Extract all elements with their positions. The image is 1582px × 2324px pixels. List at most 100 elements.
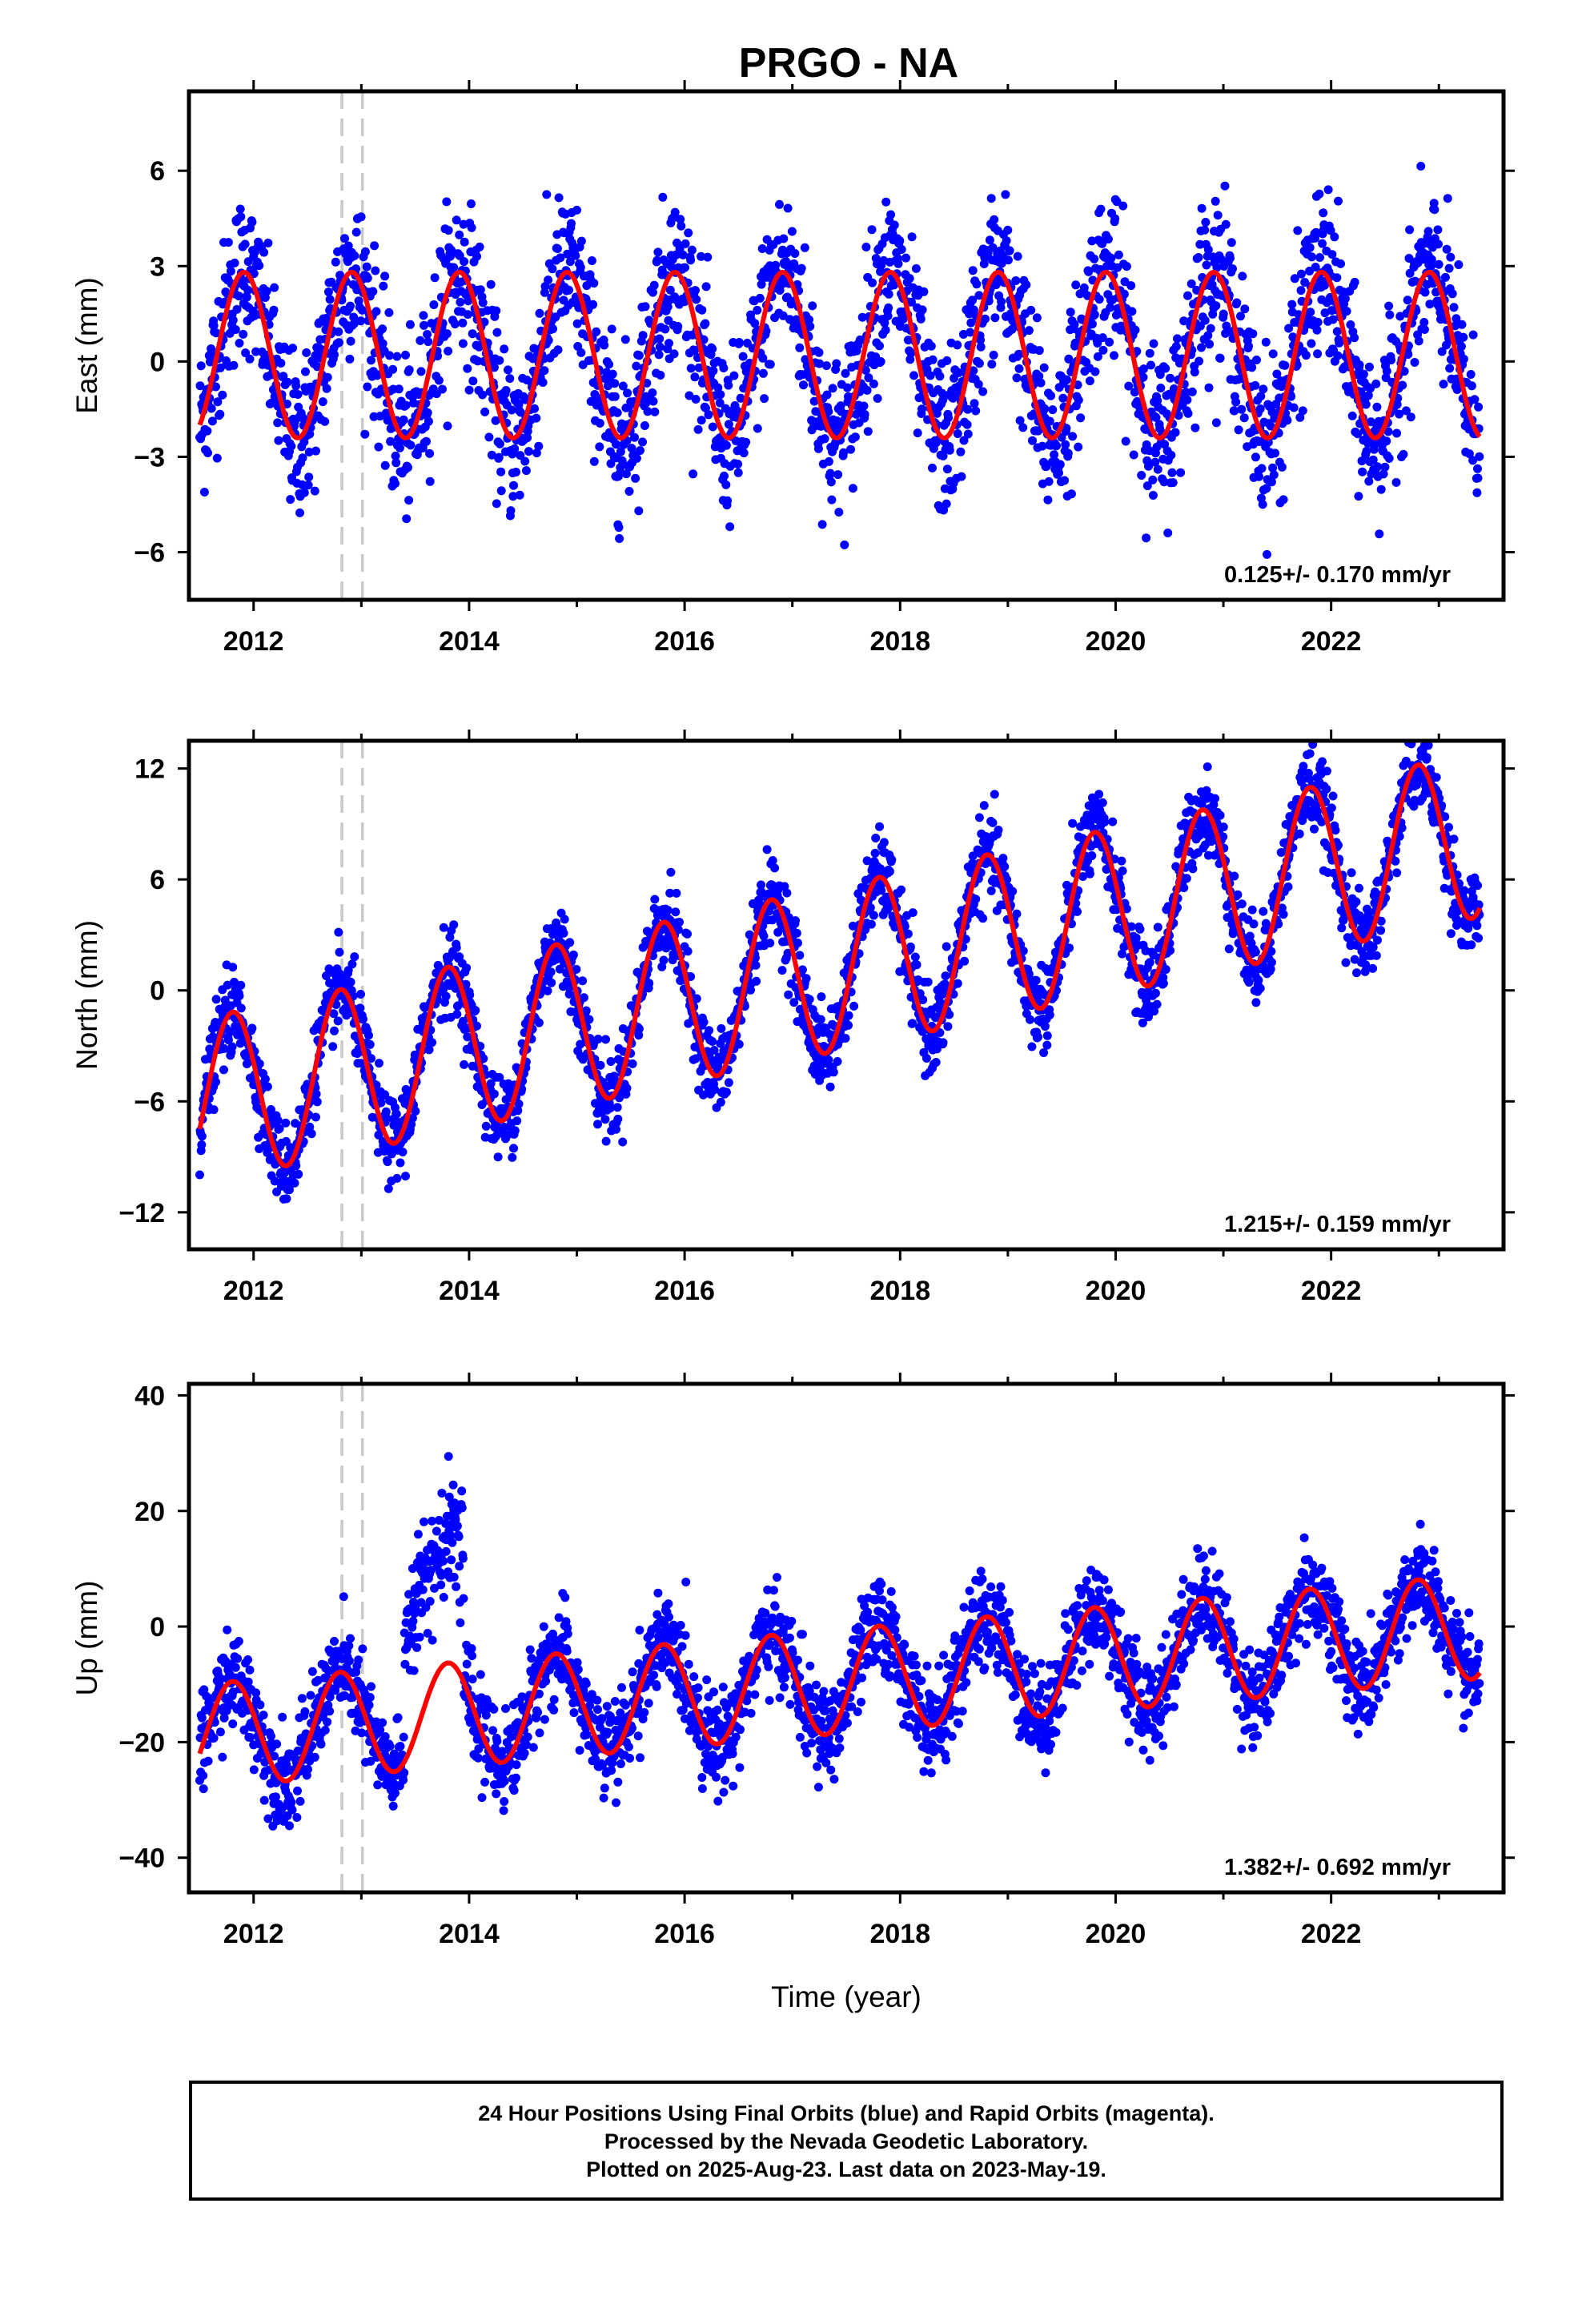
data-point — [1065, 943, 1074, 953]
data-point — [860, 410, 869, 419]
data-point — [335, 970, 345, 979]
data-point — [471, 1006, 480, 1015]
data-point — [917, 305, 927, 315]
data-point — [357, 305, 367, 315]
data-point — [1336, 259, 1345, 268]
data-point — [839, 448, 849, 457]
data-point — [335, 947, 344, 957]
data-point — [1359, 369, 1368, 379]
data-point — [1110, 214, 1120, 223]
data-point — [405, 320, 415, 329]
data-point — [385, 351, 394, 360]
data-point — [456, 297, 465, 307]
data-point — [1240, 304, 1250, 314]
data-point — [880, 318, 889, 328]
data-point — [669, 349, 679, 359]
data-point — [793, 939, 802, 947]
data-point — [1403, 296, 1412, 305]
data-point — [736, 393, 745, 403]
data-point — [1395, 312, 1405, 321]
data-point — [1429, 199, 1439, 208]
data-point — [957, 472, 966, 481]
data-point — [452, 215, 461, 225]
data-point — [544, 336, 553, 345]
data-point — [240, 239, 250, 249]
data-point — [504, 365, 512, 375]
data-point — [703, 252, 713, 262]
data-point — [1202, 260, 1211, 270]
data-point — [608, 369, 617, 379]
data-point — [1353, 429, 1363, 439]
data-point — [228, 316, 238, 325]
rate-label: 0.125+/- 0.170 mm/yr — [1224, 562, 1451, 588]
y-tick-label: −3 — [134, 442, 165, 472]
data-point — [1015, 416, 1025, 425]
data-point — [671, 907, 681, 917]
data-point — [1244, 341, 1253, 351]
data-point — [1466, 370, 1476, 379]
data-point — [1221, 328, 1231, 338]
data-point — [215, 409, 225, 419]
data-point — [821, 361, 831, 371]
data-point — [576, 348, 586, 357]
data-point — [1040, 1022, 1050, 1031]
data-point — [404, 365, 414, 375]
data-point — [1153, 923, 1162, 932]
data-point — [291, 381, 301, 391]
data-point — [600, 1115, 610, 1124]
data-point — [1231, 397, 1241, 407]
data-point — [510, 1126, 520, 1136]
data-point — [601, 1035, 610, 1044]
data-point — [739, 448, 749, 458]
data-point — [310, 486, 319, 496]
data-point — [889, 220, 899, 230]
data-point — [1259, 384, 1268, 394]
data-point — [1236, 312, 1245, 321]
data-point — [697, 251, 706, 261]
data-point — [971, 406, 981, 416]
data-point — [907, 297, 916, 307]
data-point — [1406, 412, 1415, 422]
data-point — [416, 367, 426, 376]
data-point — [521, 466, 531, 476]
data-point — [500, 344, 509, 354]
data-point — [909, 371, 918, 380]
data-point — [567, 219, 576, 228]
data-point — [1414, 336, 1423, 346]
data-point — [834, 508, 844, 517]
data-point — [697, 305, 707, 315]
data-point — [420, 320, 428, 330]
data-point — [425, 448, 435, 458]
data-point — [359, 1015, 367, 1024]
data-point — [691, 395, 701, 404]
data-point — [613, 1114, 623, 1124]
data-point — [1174, 411, 1183, 420]
data-point — [343, 241, 353, 251]
data-point — [617, 456, 627, 465]
data-point — [458, 339, 468, 348]
data-point — [686, 255, 696, 265]
data-point — [493, 1152, 503, 1162]
data-point — [1425, 300, 1435, 309]
data-point — [1368, 455, 1378, 464]
data-point — [1427, 261, 1436, 271]
data-point — [428, 1038, 436, 1047]
data-point — [307, 1129, 316, 1139]
data-point — [616, 447, 625, 456]
data-point — [211, 1077, 220, 1087]
data-point — [1256, 392, 1266, 401]
data-point — [945, 445, 954, 455]
data-point — [1258, 500, 1267, 509]
data-point — [1373, 462, 1382, 472]
data-point — [480, 407, 490, 416]
data-point — [733, 460, 743, 468]
data-point — [600, 340, 609, 350]
data-point — [325, 295, 335, 304]
data-point — [1093, 352, 1102, 361]
data-point — [356, 316, 365, 326]
data-point — [304, 448, 314, 456]
data-point — [1379, 469, 1388, 479]
data-point — [1026, 305, 1036, 315]
data-point — [1434, 259, 1443, 269]
data-point — [654, 350, 664, 360]
